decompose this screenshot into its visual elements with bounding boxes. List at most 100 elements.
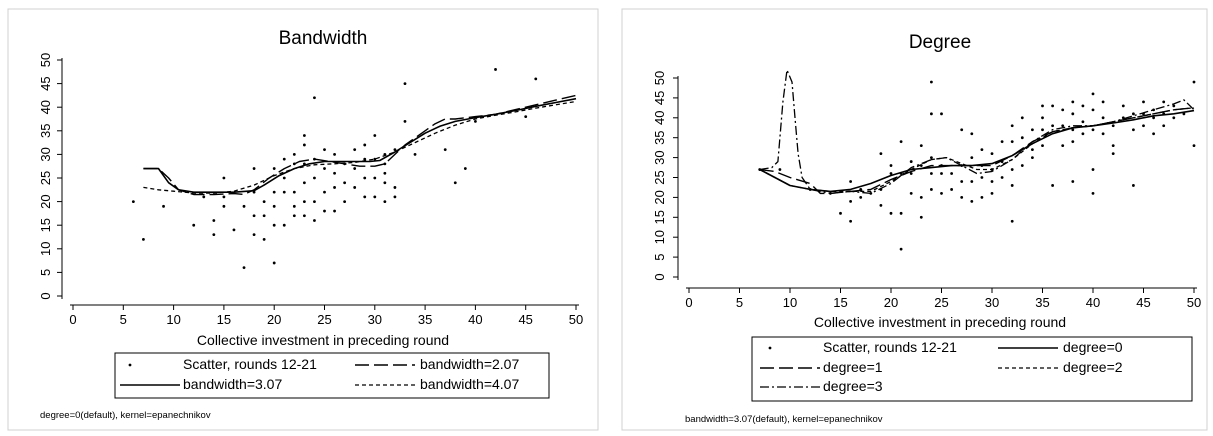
scatter-point: [1051, 124, 1054, 128]
scatter-point: [889, 164, 893, 167]
scatter-point: [1000, 140, 1004, 144]
scatter-point: [323, 148, 326, 152]
x-tick-label: 35: [1035, 295, 1049, 310]
scatter-point: [930, 112, 933, 116]
legend-label: degree=3: [823, 378, 883, 394]
x-tick-label: 10: [166, 312, 180, 327]
plot-area: 0 5 10 15 20 25 30 35 40 45 50 0 5 10 15 20 25 30 35 40 45 50: [652, 69, 1201, 310]
series-line: [143, 100, 577, 194]
scatter-point: [940, 112, 943, 116]
scatter-point: [970, 180, 974, 183]
legend-label: degree=2: [1063, 359, 1123, 375]
y-tick-label: 35: [652, 130, 667, 144]
y-tick-label: 5: [652, 253, 667, 260]
scatter-point: [1061, 144, 1065, 148]
scatter-point: [1010, 140, 1014, 144]
x-axis-label: Collective investment in preceding round: [814, 314, 1066, 330]
scatter-point: [1162, 124, 1166, 128]
scatter-point: [1010, 219, 1014, 223]
scatter-point: [970, 132, 974, 136]
scatter-point: [950, 188, 953, 191]
scatter-point: [849, 199, 852, 203]
scatter-point: [1162, 100, 1166, 104]
scatter-point: [282, 176, 286, 180]
scatter-point: [313, 176, 316, 180]
x-tick-label: 0: [685, 295, 692, 310]
y-tick-label: 35: [38, 124, 53, 138]
scatter-point: [1101, 100, 1105, 104]
scatter-point: [1132, 184, 1135, 187]
scatter-point: [960, 180, 964, 183]
scatter-point: [919, 144, 923, 148]
scatter-point: [292, 162, 296, 166]
scatter-point: [292, 204, 296, 208]
x-tick-label: 5: [120, 312, 127, 327]
scatter-point: [919, 215, 923, 219]
y-tick-label: 30: [38, 147, 53, 161]
scatter-point: [950, 172, 953, 175]
y-tick-label: 50: [38, 53, 53, 67]
scatter-point: [343, 181, 347, 185]
scatter-point: [1132, 112, 1135, 116]
scatter-point: [1192, 144, 1196, 148]
series-line: [759, 109, 1195, 193]
scatter-point: [1091, 192, 1095, 195]
scatter-point: [1051, 104, 1054, 108]
y-tick-label: 25: [652, 170, 667, 184]
scatter-point: [373, 134, 377, 137]
scatter-point: [333, 209, 336, 213]
scatter-point: [1071, 112, 1075, 116]
scatter-point: [403, 82, 407, 85]
scatter-point: [1010, 168, 1014, 171]
scatter-point: [222, 176, 226, 180]
scatter-point: [1031, 148, 1034, 152]
y-tick-label: 40: [652, 111, 667, 125]
x-tick-label: 45: [518, 312, 532, 327]
legend-label: degree=1: [823, 359, 883, 375]
scatter-point: [262, 214, 266, 218]
scatter-point: [1061, 108, 1065, 112]
scatter-point: [1101, 116, 1105, 120]
scatter-point: [282, 157, 286, 161]
legend: Scatter, rounds 12-21 bandwidth=2.07 bandw…: [114, 352, 550, 399]
scatter-point: [131, 200, 135, 204]
scatter-point: [1010, 124, 1014, 128]
y-tick-label: 0: [652, 273, 667, 280]
y-tick-label: 45: [38, 76, 53, 90]
scatter-point: [453, 181, 457, 185]
scatter-point: [1051, 184, 1054, 187]
scatter-point: [1071, 140, 1075, 144]
scatter-point: [443, 148, 447, 152]
scatter-point: [232, 228, 236, 232]
scatter-point: [393, 148, 397, 152]
scatter-point: [1081, 132, 1085, 136]
scatter-point: [1111, 152, 1115, 156]
scatter-point: [960, 196, 964, 199]
scatter-point: [839, 211, 842, 215]
chart-note: degree=0(default), kernel=epanechnikov: [40, 410, 211, 421]
x-axis-label: Collective investment in preceding round: [197, 332, 449, 348]
scatter-point: [849, 180, 852, 183]
scatter-point: [1111, 144, 1115, 148]
chart-title: Bandwidth: [279, 28, 368, 49]
series-line: [143, 94, 577, 196]
scatter-point: [313, 96, 316, 100]
y-tick-label: 0: [38, 292, 53, 299]
y-tick-label: 45: [652, 91, 667, 105]
scatter-point: [1031, 128, 1034, 132]
scatter-point: [899, 140, 903, 144]
scatter-point: [1192, 80, 1196, 84]
scatter-point: [1172, 116, 1176, 120]
scatter-point: [353, 167, 357, 170]
scatter-point: [909, 160, 913, 163]
scatter-point: [1071, 128, 1075, 132]
legend-box: [751, 336, 1193, 402]
legend-marker: [128, 363, 132, 367]
scatter-point: [909, 192, 913, 195]
scatter-point: [1020, 164, 1024, 167]
y-tick-label: 40: [38, 100, 53, 114]
x-tick-label: 40: [468, 312, 482, 327]
scatter-point: [142, 237, 145, 241]
scatter-point: [1091, 128, 1095, 132]
scatter-point: [494, 68, 497, 71]
